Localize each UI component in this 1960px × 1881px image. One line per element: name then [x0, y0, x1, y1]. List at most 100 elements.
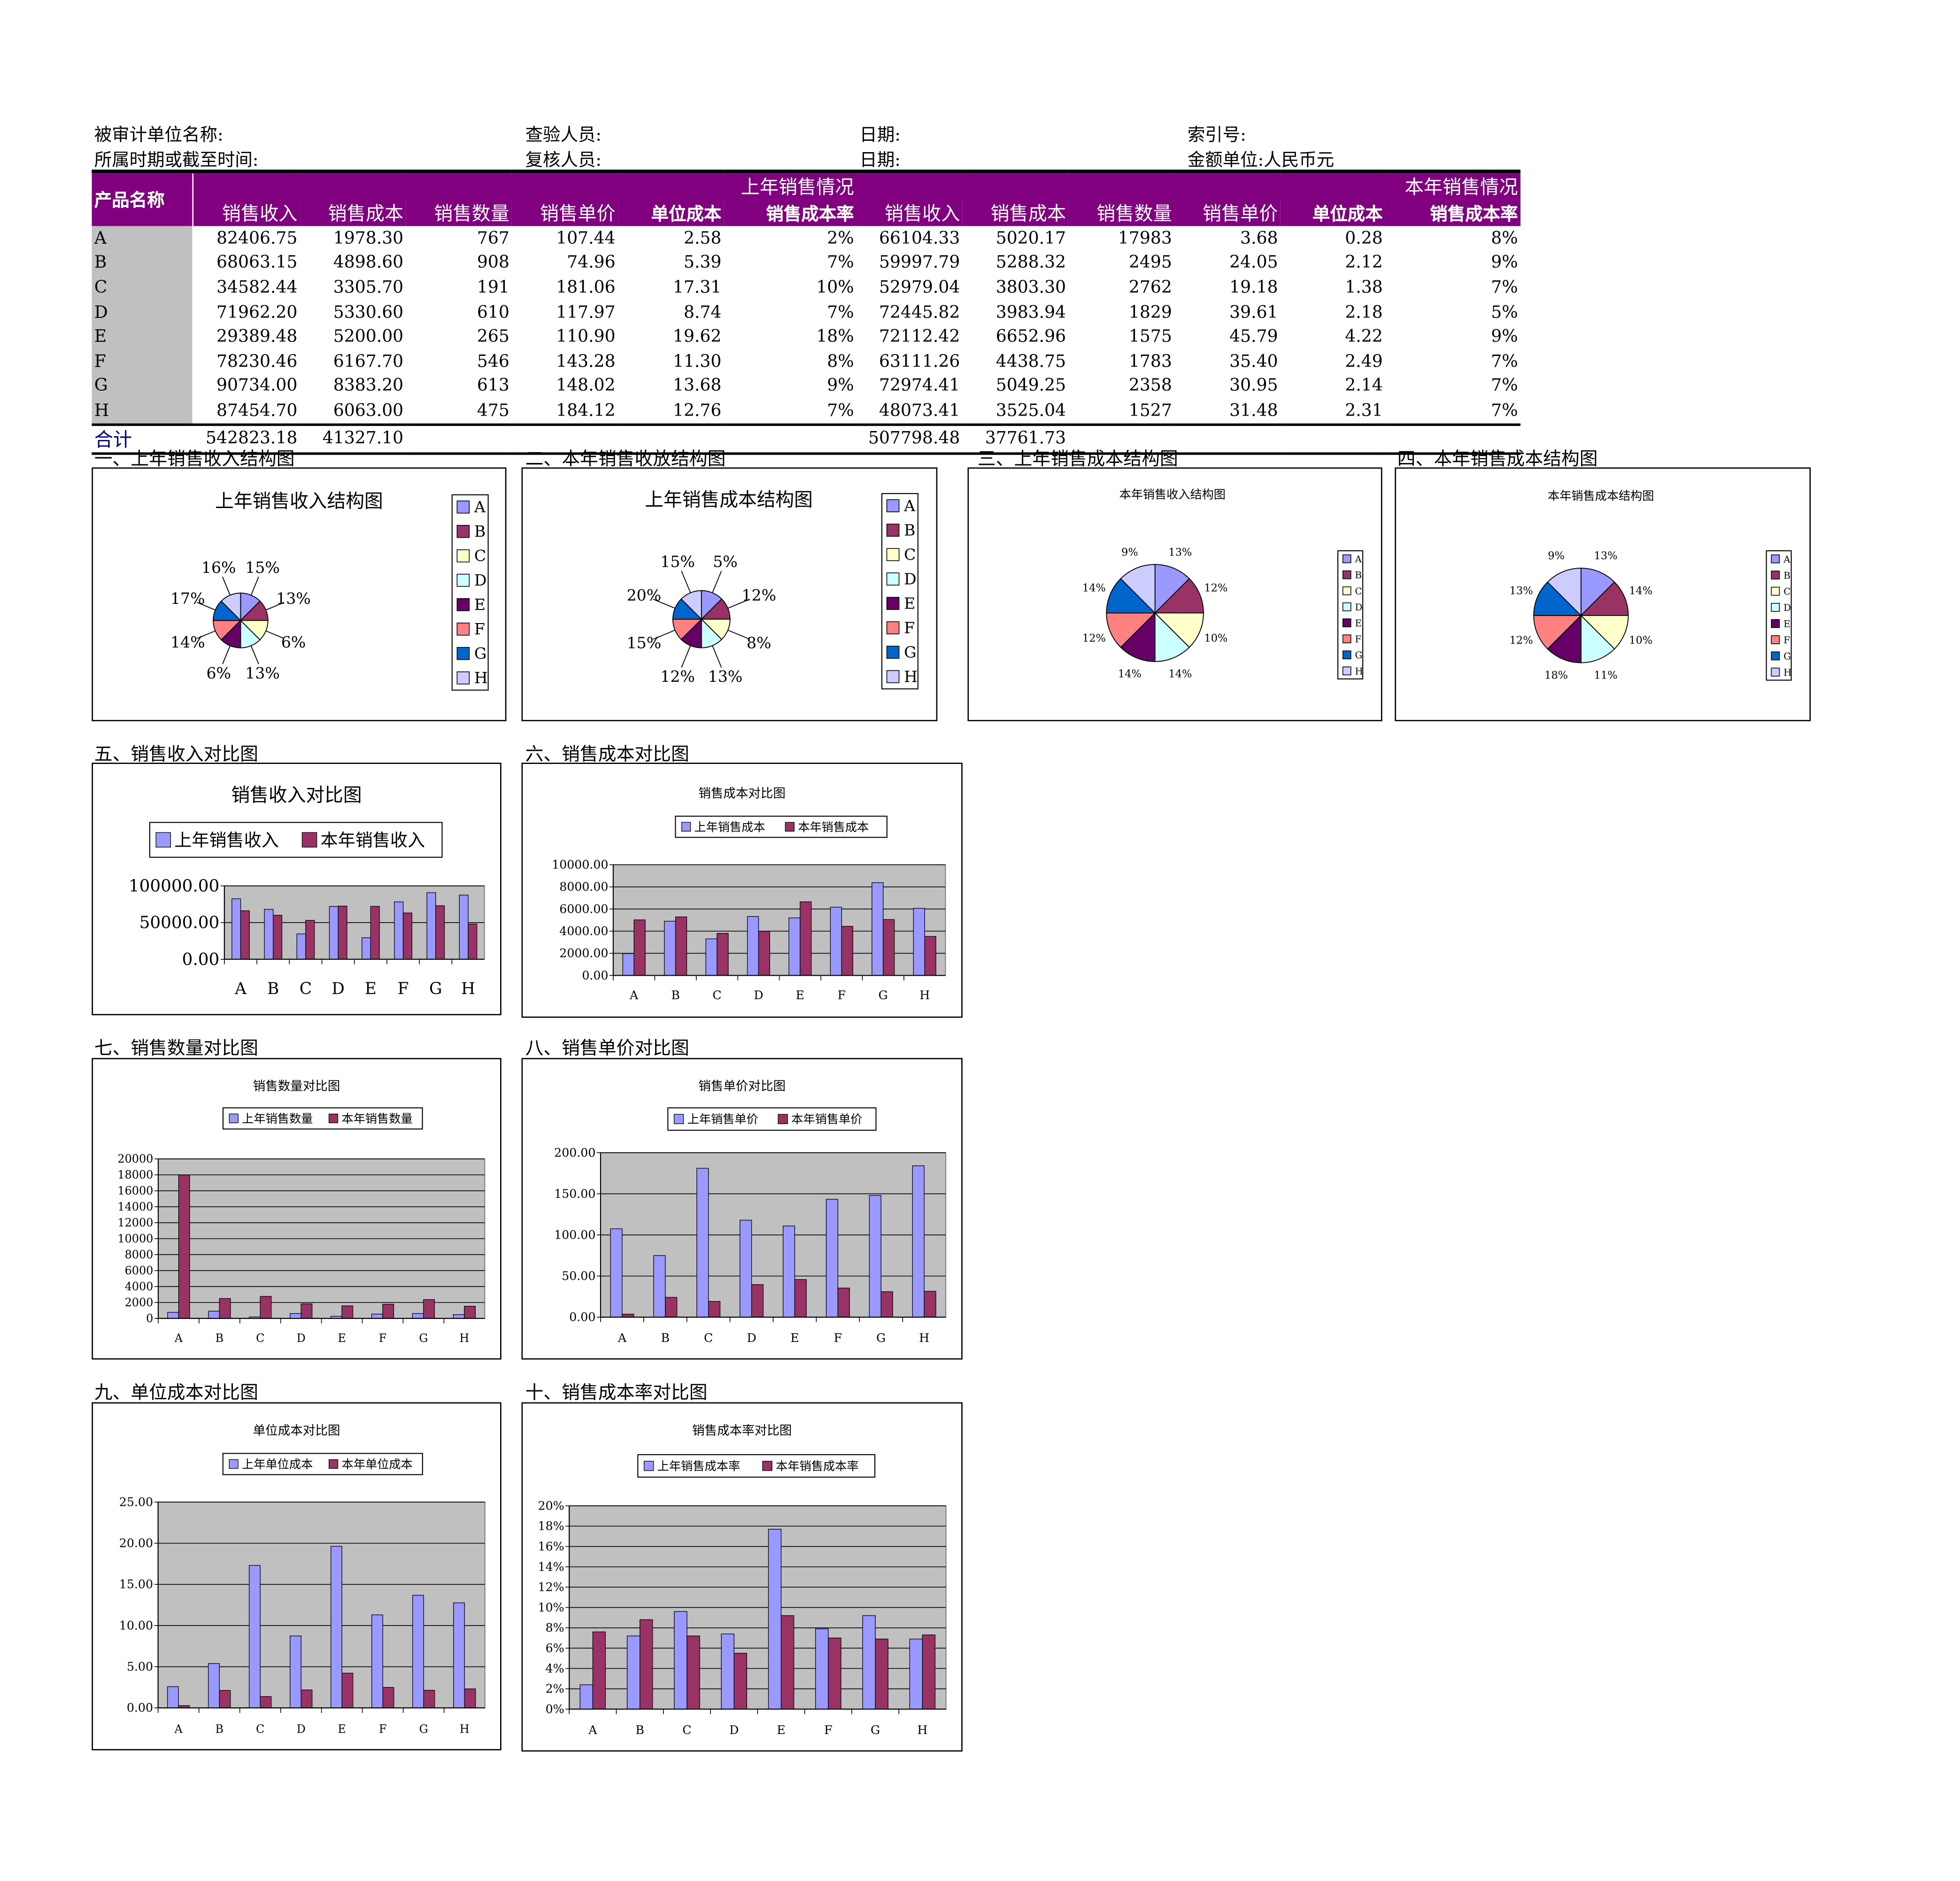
table-cell: 5049.25 — [995, 376, 1066, 396]
bar — [231, 898, 241, 960]
table-cell: 72445.82 — [879, 302, 960, 323]
legend-label: D — [904, 570, 917, 588]
table-cell: 9% — [827, 376, 854, 396]
y-tick-label: 18000 — [117, 1168, 153, 1181]
bar — [423, 1299, 435, 1319]
table-cell: 546 — [477, 351, 509, 372]
x-tick-label: C — [300, 979, 312, 998]
legend-swatch — [456, 598, 470, 611]
bar — [402, 912, 412, 960]
y-tick-label: 20.00 — [119, 1536, 153, 1550]
x-tick-label: A — [234, 979, 247, 998]
table-cell: 1527 — [1128, 401, 1172, 421]
pie-slice — [1580, 568, 1615, 617]
legend-swatch — [886, 548, 900, 561]
y-tick-label: 100000.00 — [129, 877, 219, 896]
legend-label: B — [1355, 570, 1362, 581]
legend-swatch — [456, 549, 470, 563]
y-tick-label: 4000 — [125, 1280, 154, 1293]
last-year-group-header: 上年销售情况 — [193, 171, 857, 200]
leader-line — [250, 645, 259, 664]
y-tick-label: 2% — [546, 1682, 564, 1696]
column-header: 销售收入 — [856, 200, 963, 226]
bar — [653, 1255, 666, 1318]
legend-swatch — [673, 1114, 684, 1124]
bar — [788, 917, 801, 976]
legend-label: 上年销售数量 — [242, 1112, 313, 1126]
y-tick-label: 6000.00 — [559, 902, 608, 916]
y-tick-label: 20000 — [117, 1152, 153, 1165]
legend-swatch — [1342, 602, 1351, 611]
x-tick-label: A — [629, 988, 639, 1002]
reviewer-label: 复核人员: — [525, 151, 602, 171]
bar — [922, 1634, 936, 1710]
chart-title: 上年销售成本结构图 — [645, 489, 813, 511]
legend-label: A — [1783, 554, 1790, 565]
y-tick-label: 0.00 — [582, 969, 608, 982]
data-label: 6% — [281, 633, 306, 651]
table-row: E 29389.48 5200.00 265 110.90 19.62 18% 72112.4… — [92, 324, 1520, 349]
bar — [579, 1684, 594, 1710]
table-cell: 613 — [477, 376, 509, 396]
y-tick-label: 0 — [146, 1312, 153, 1325]
bar-chart-unit-cost: 单位成本对比图 上年单位成本 本年单位成本 0.00 5.00 10.00 15.00 20.… — [92, 1402, 502, 1750]
data-label: 13% — [708, 667, 743, 686]
y-tick-label: 0.00 — [569, 1311, 595, 1324]
bar — [219, 1690, 231, 1708]
legend-swatch — [456, 573, 470, 587]
bar-chart-quantity: 销售数量对比图 上年销售数量 本年销售数量 0 2000 4000 6000 8000 1000… — [92, 1058, 502, 1360]
leader-line — [222, 577, 231, 595]
pie-slice — [220, 593, 241, 622]
date-label-2: 日期: — [859, 151, 901, 171]
total-row: 合计 542823.18 41327.10 507798.48 37761.73 — [92, 423, 1520, 455]
x-tick-label: E — [796, 988, 804, 1002]
y-tick-label: 200.00 — [554, 1146, 595, 1159]
data-label: 13% — [1510, 585, 1533, 597]
total-cell: 542823.18 — [193, 423, 300, 455]
bar — [883, 919, 895, 976]
x-tick-label: D — [754, 988, 763, 1002]
table-cell: 45.79 — [1229, 327, 1278, 347]
table-cell: 72112.42 — [879, 327, 960, 347]
data-label: 13% — [1168, 546, 1192, 558]
table-cell: 17983 — [1118, 228, 1172, 249]
bar — [826, 1199, 839, 1318]
table-cell: 5330.60 — [333, 302, 404, 323]
x-tick-label: A — [174, 1722, 183, 1735]
x-tick-label: E — [777, 1723, 785, 1737]
table-cell: 7% — [1491, 278, 1518, 298]
bar — [837, 1287, 850, 1318]
x-tick-label: E — [365, 979, 377, 998]
y-tick-label: 20% — [538, 1499, 564, 1512]
bar — [675, 917, 687, 976]
x-tick-label: H — [459, 1332, 469, 1345]
data-label: 13% — [1594, 550, 1618, 562]
bar — [800, 901, 812, 976]
table-cell: 3305.70 — [333, 278, 404, 298]
table-cell: 1575 — [1128, 327, 1172, 347]
x-tick-label: B — [267, 979, 279, 998]
legend-box — [675, 816, 887, 838]
legend-swatch — [1771, 586, 1780, 596]
data-label: 10% — [1629, 634, 1652, 647]
table-row: F 78230.46 6167.70 546 143.28 11.30 8% 63111.26… — [92, 349, 1520, 374]
total-cell — [1280, 423, 1386, 455]
legend-swatch — [1342, 554, 1351, 563]
bar — [338, 906, 347, 960]
legend-label: D — [1783, 602, 1791, 613]
bar — [249, 1565, 261, 1708]
data-label: 14% — [1168, 668, 1192, 680]
bar — [453, 1314, 465, 1319]
legend-label: A — [903, 497, 916, 515]
bar — [260, 1696, 272, 1708]
bar — [208, 1663, 220, 1708]
table-cell: 1783 — [1128, 351, 1172, 372]
bar — [341, 1305, 354, 1319]
legend-label: 本年单位成本 — [342, 1457, 413, 1471]
leader-line — [250, 577, 259, 595]
table-cell: 82406.75 — [216, 228, 298, 249]
legend-swatch — [886, 621, 900, 634]
y-tick-label: 16000 — [117, 1184, 153, 1197]
x-tick-label: H — [919, 1331, 929, 1345]
legend-label: 本年销售收入 — [321, 830, 425, 850]
